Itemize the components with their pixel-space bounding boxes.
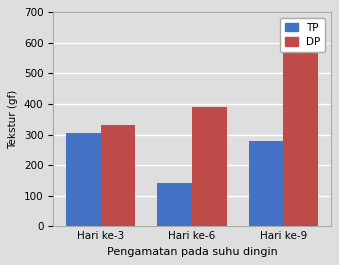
Bar xyxy=(192,107,227,226)
Bar xyxy=(283,23,318,226)
Y-axis label: Tekstur (gf): Tekstur (gf) xyxy=(8,90,18,149)
Bar xyxy=(157,183,192,226)
Legend: TP, DP: TP, DP xyxy=(280,17,325,52)
Bar xyxy=(248,141,283,226)
Bar xyxy=(66,133,101,226)
Bar xyxy=(101,125,135,226)
X-axis label: Pengamatan pada suhu dingin: Pengamatan pada suhu dingin xyxy=(106,247,277,257)
